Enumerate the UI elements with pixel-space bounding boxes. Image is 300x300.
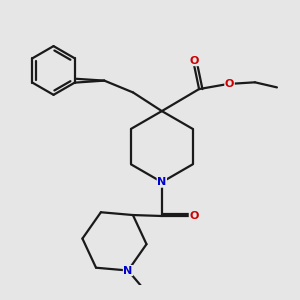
Text: O: O bbox=[189, 56, 199, 66]
Text: N: N bbox=[157, 177, 167, 187]
Text: N: N bbox=[123, 266, 133, 275]
Text: O: O bbox=[189, 211, 199, 221]
Text: O: O bbox=[225, 79, 234, 89]
